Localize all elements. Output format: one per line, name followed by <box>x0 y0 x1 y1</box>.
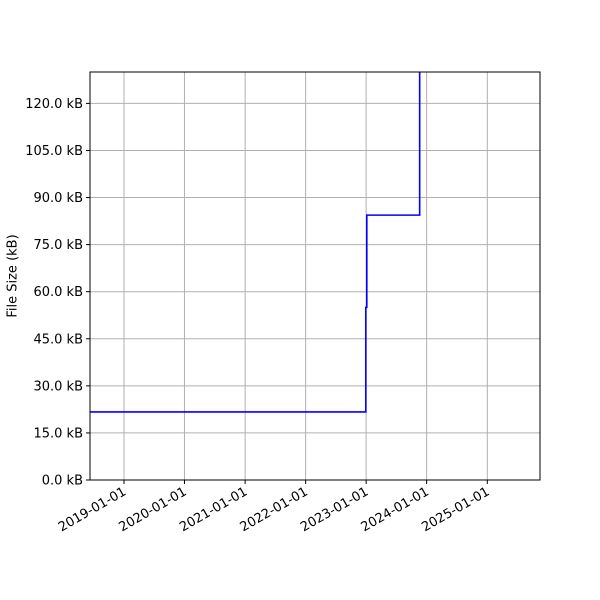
y-tick-label: 90.0 kB <box>33 191 83 206</box>
y-tick-label: 120.0 kB <box>25 97 83 112</box>
file-size-step-line <box>90 72 421 413</box>
y-axis-label: File Size (kB) <box>6 234 21 317</box>
y-tick-label: 15.0 kB <box>33 426 83 441</box>
y-tick-label: 60.0 kB <box>33 285 83 300</box>
series-layer <box>90 72 421 413</box>
y-tick-label: 75.0 kB <box>33 238 83 253</box>
y-tick-label: 45.0 kB <box>33 332 83 347</box>
y-tick-label: 105.0 kB <box>25 144 83 159</box>
y-tick-label: 0.0 kB <box>42 474 83 489</box>
plot-frame <box>89 71 541 481</box>
y-tick-label: 30.0 kB <box>33 379 83 394</box>
